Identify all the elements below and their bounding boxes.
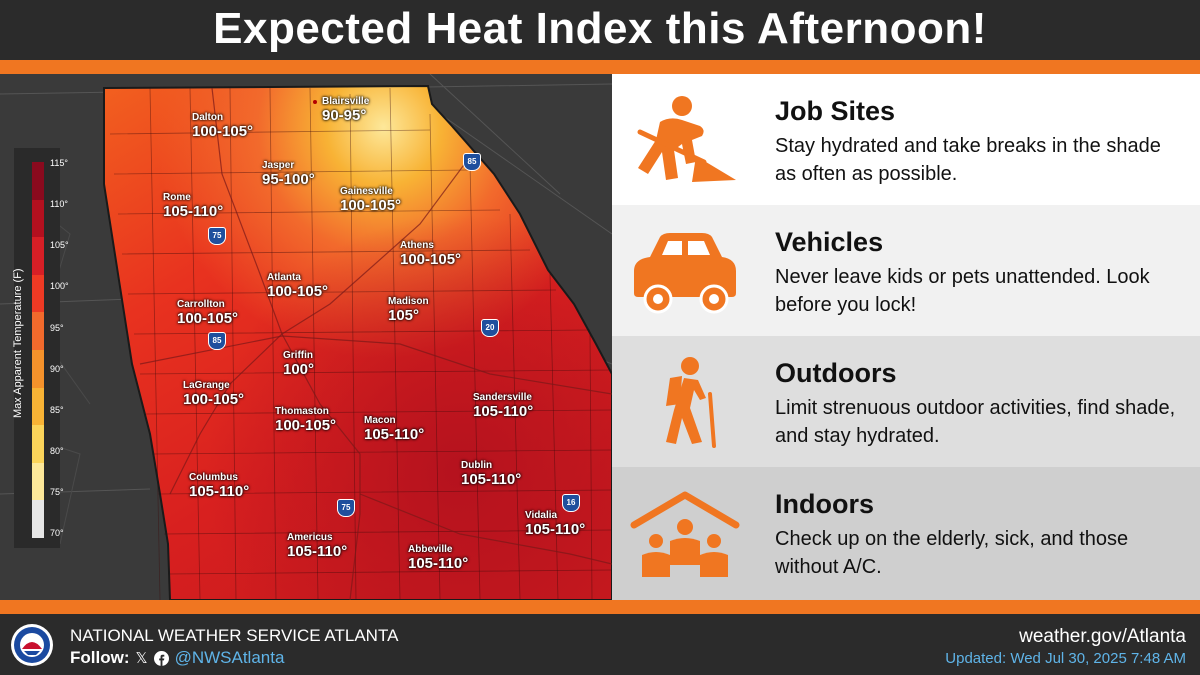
interstate-shield: 85 bbox=[463, 153, 481, 171]
facebook-icon[interactable] bbox=[153, 650, 169, 666]
city-label-dublin: Dublin 105-110° bbox=[461, 460, 522, 488]
x-social-icon[interactable]: 𝕏 bbox=[135, 650, 148, 667]
city-label-gainesville: Gainesville 100-105° bbox=[340, 186, 402, 214]
legend-tick-label: 70° bbox=[50, 528, 64, 539]
city-label-carrollton: Carrollton 100-105° bbox=[177, 299, 239, 327]
legend-swatch bbox=[32, 199, 44, 238]
legend-swatch bbox=[32, 274, 44, 313]
legend-color-bar bbox=[32, 162, 44, 538]
tip-text: Check up on the elderly, sick, and those… bbox=[775, 528, 1129, 578]
legend-swatch bbox=[32, 162, 44, 200]
tip-title: Job Sites bbox=[775, 96, 896, 126]
social-handle-link[interactable]: @NWSAtlanta bbox=[174, 648, 285, 667]
tip-text: Stay hydrated and take breaks in the sha… bbox=[775, 135, 1161, 185]
legend-tick-label: 110° bbox=[50, 199, 68, 210]
city-label-abbeville: Abbeville 105-110° bbox=[408, 544, 469, 572]
tip-row-outdoors: Outdoors Limit strenuous outdoor activit… bbox=[612, 336, 1200, 467]
city-label-sandersville: Sandersville 105-110° bbox=[473, 392, 534, 420]
city-label-atlanta: Atlanta 100-105° bbox=[267, 272, 329, 300]
city-label-thomaston: Thomaston 100-105° bbox=[275, 406, 337, 434]
legend-tick-label: 115° bbox=[50, 158, 68, 168]
map-legend: Max Apparent Temperature (F) 115° 110° 105… bbox=[12, 148, 69, 548]
tip-text: Limit strenuous outdoor activities, find… bbox=[775, 397, 1176, 447]
heat-index-map: 85 75 85 20 75 16 Dalton 100-105° Blairsv… bbox=[0, 74, 612, 600]
interstate-shield: 75 bbox=[208, 227, 226, 245]
footer-bar: NATIONAL WEATHER SERVICE ATLANTA Follow:… bbox=[0, 614, 1200, 675]
legend-tick-label: 80° bbox=[50, 446, 64, 457]
city-label-columbus: Columbus 105-110° bbox=[189, 472, 250, 500]
city-label-macon: Macon 105-110° bbox=[364, 415, 425, 443]
legend-tick-label: 105° bbox=[50, 240, 69, 251]
page-title: Expected Heat Index this Afternoon! bbox=[213, 4, 987, 53]
city-label-lagrange: LaGrange 100-105° bbox=[183, 380, 245, 408]
tip-text: Never leave kids or pets unattended. Loo… bbox=[775, 266, 1150, 316]
org-name: NATIONAL WEATHER SERVICE ATLANTA bbox=[70, 626, 399, 645]
city-label-madison: Madison 105° bbox=[388, 296, 429, 324]
interstate-shield: 85 bbox=[208, 332, 226, 350]
city-label-rome: Rome 105-110° bbox=[163, 192, 224, 220]
tip-row-vehicles: Vehicles Never leave kids or pets unatte… bbox=[612, 205, 1200, 336]
top-accent-stripe bbox=[0, 60, 1200, 74]
website-link[interactable]: weather.gov/Atlanta bbox=[1019, 626, 1186, 647]
legend-tick-label: 95° bbox=[50, 322, 64, 333]
interstate-shield: 20 bbox=[481, 319, 499, 337]
legend-swatch bbox=[32, 500, 44, 538]
legend-swatch bbox=[32, 425, 44, 463]
hiker-icon bbox=[666, 357, 716, 448]
tip-title: Vehicles bbox=[775, 227, 884, 257]
city-label-athens: Athens 100-105° bbox=[400, 240, 462, 268]
city-label-dalton: Dalton 100-105° bbox=[192, 112, 254, 140]
worker-shovel-icon bbox=[637, 96, 736, 182]
interstate-shield: 75 bbox=[337, 499, 355, 517]
legend-tick-label: 75° bbox=[50, 487, 64, 498]
legend-tick-label: 85° bbox=[50, 404, 64, 415]
city-label-vidalia: Vidalia 105-110° bbox=[525, 510, 586, 538]
legend-swatch bbox=[32, 349, 44, 388]
legend-tick-label: 100° bbox=[50, 281, 69, 292]
follow-label: Follow: bbox=[70, 648, 130, 667]
tip-title: Indoors bbox=[775, 489, 874, 519]
legend-swatch bbox=[32, 312, 44, 350]
legend-title: Max Apparent Temperature (F) bbox=[12, 268, 24, 418]
city-label-jasper: Jasper 95-100° bbox=[262, 160, 315, 188]
social-follow: Follow: 𝕏 @NWSAtlanta bbox=[70, 648, 284, 668]
tip-title: Outdoors bbox=[775, 358, 897, 388]
interstate-shield: 16 bbox=[562, 494, 580, 512]
map-graphic bbox=[0, 74, 612, 600]
nws-logo-icon bbox=[11, 624, 53, 666]
car-icon bbox=[634, 233, 736, 314]
city-label-griffin: Griffin 100° bbox=[283, 350, 315, 378]
legend-swatch bbox=[32, 462, 44, 501]
tip-row-indoors: Indoors Check up on the elderly, sick, a… bbox=[612, 467, 1200, 600]
tip-row-job-sites: Job Sites Stay hydrated and take breaks … bbox=[612, 74, 1200, 205]
header-bar: Expected Heat Index this Afternoon! bbox=[0, 0, 1200, 58]
city-label-blairsville: Blairsville 90-95° bbox=[313, 96, 369, 124]
city-label-americus: Americus 105-110° bbox=[287, 532, 348, 560]
legend-swatch bbox=[32, 237, 44, 275]
legend-tick-label: 90° bbox=[50, 363, 64, 374]
bottom-accent-stripe bbox=[0, 600, 1200, 614]
safety-tips-panel: Job Sites Stay hydrated and take breaks … bbox=[612, 74, 1200, 600]
family-shelter-icon bbox=[630, 491, 740, 577]
legend-swatch bbox=[32, 387, 44, 426]
updated-timestamp: Updated: Wed Jul 30, 2025 7:48 AM bbox=[945, 650, 1186, 667]
